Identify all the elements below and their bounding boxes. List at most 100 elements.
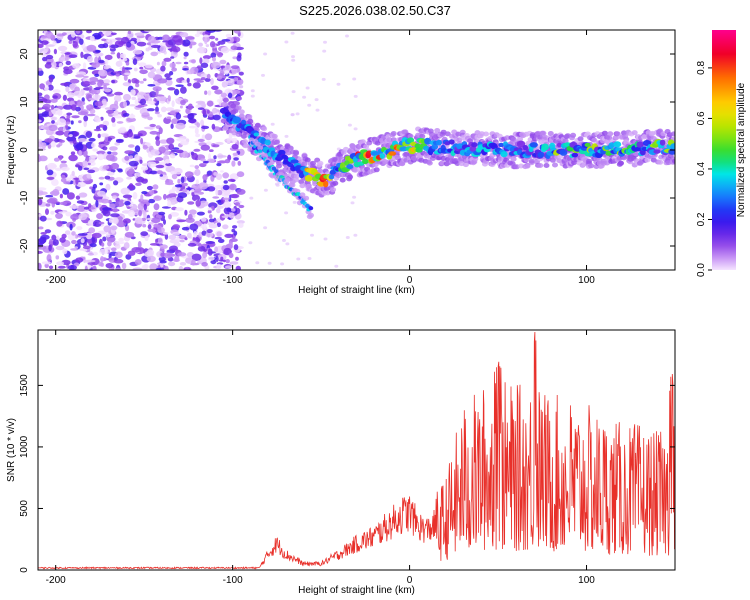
noise-cell bbox=[128, 183, 134, 190]
noise-cell bbox=[182, 68, 189, 71]
noise-cell bbox=[236, 55, 242, 62]
noise-cell bbox=[137, 133, 143, 137]
noise-cell bbox=[137, 202, 145, 211]
noise-cell bbox=[207, 210, 212, 214]
noise-cell bbox=[123, 100, 127, 108]
noise-cell bbox=[101, 98, 107, 105]
noise-cell bbox=[100, 256, 104, 263]
noise-cell bbox=[119, 199, 124, 203]
noise-cell bbox=[65, 86, 70, 93]
ridge-cell bbox=[264, 139, 271, 146]
noise-cell bbox=[124, 72, 131, 76]
noise-cell bbox=[167, 87, 176, 91]
noise-cell bbox=[38, 226, 44, 230]
noise-cell bbox=[280, 262, 285, 266]
noise-cell bbox=[152, 211, 159, 215]
noise-cell bbox=[128, 144, 135, 148]
branch-halo-cell bbox=[262, 154, 269, 159]
noise-cell bbox=[133, 67, 138, 72]
noise-cell bbox=[159, 244, 168, 249]
noise-cell bbox=[85, 131, 93, 138]
noise-cell bbox=[197, 245, 206, 252]
noise-cell bbox=[208, 218, 215, 223]
ridge-halo-cell bbox=[220, 92, 227, 98]
ridge-halo-cell bbox=[543, 163, 550, 168]
ridge-halo-cell bbox=[410, 155, 417, 161]
x-tick-label: 100 bbox=[578, 275, 595, 286]
noise-cell bbox=[76, 205, 86, 212]
noise-cell bbox=[353, 127, 358, 131]
noise-cell bbox=[58, 62, 63, 68]
noise-cell bbox=[111, 195, 118, 200]
noise-cell bbox=[87, 253, 95, 256]
noise-cell bbox=[98, 221, 105, 225]
noise-cell bbox=[345, 34, 349, 38]
noise-cell bbox=[110, 162, 120, 170]
noise-cell bbox=[122, 67, 133, 70]
noise-cell bbox=[92, 183, 98, 189]
noise-cell bbox=[215, 188, 219, 196]
noise-cell bbox=[206, 229, 213, 233]
noise-cell bbox=[175, 207, 184, 212]
noise-cell bbox=[263, 52, 268, 56]
noise-cell bbox=[194, 169, 201, 176]
noise-cell bbox=[169, 245, 178, 252]
noise-cell bbox=[68, 154, 78, 162]
noise-cell bbox=[323, 237, 328, 241]
noise-cell bbox=[59, 193, 64, 199]
ridge-halo-cell bbox=[332, 180, 339, 186]
y-tick-label: 1000 bbox=[19, 435, 30, 458]
noise-cell bbox=[52, 40, 57, 46]
noise-cell bbox=[110, 225, 118, 231]
ridge-halo-cell bbox=[467, 138, 474, 144]
noise-cell bbox=[202, 174, 208, 181]
ridge-cell bbox=[516, 140, 526, 148]
ridge-cell bbox=[659, 139, 666, 146]
noise-cell bbox=[353, 94, 358, 98]
noise-cell bbox=[321, 77, 326, 81]
ridge-cell bbox=[537, 151, 545, 158]
branch-halo-cell bbox=[284, 177, 291, 183]
noise-cell bbox=[138, 210, 143, 217]
noise-cell bbox=[144, 95, 149, 101]
colorbar-tick-label: 0.8 bbox=[696, 61, 707, 75]
noise-cell bbox=[216, 222, 221, 228]
ridge-cell bbox=[584, 142, 591, 147]
ridge-halo-cell bbox=[617, 160, 624, 166]
chart-title: S225.2026.038.02.50.C37 bbox=[299, 3, 451, 18]
y-tick-label: -20 bbox=[19, 238, 30, 253]
noise-cell bbox=[38, 141, 44, 148]
noise-cell bbox=[108, 219, 114, 223]
noise-cell bbox=[291, 90, 296, 94]
y-tick-label: 0 bbox=[19, 147, 30, 153]
noise-cell bbox=[143, 203, 147, 211]
noise-cell bbox=[177, 178, 181, 184]
noise-cell bbox=[206, 109, 210, 114]
noise-cell bbox=[165, 165, 176, 173]
noise-cell bbox=[147, 228, 156, 232]
noise-cell bbox=[52, 189, 60, 196]
noise-cell bbox=[117, 127, 127, 134]
noise-cell bbox=[222, 172, 230, 179]
noise-cell bbox=[94, 73, 100, 77]
noise-cell bbox=[307, 103, 312, 107]
ridge-halo-cell bbox=[537, 163, 544, 168]
noise-cell bbox=[173, 167, 183, 175]
ridge-cell bbox=[362, 158, 369, 165]
ridge-halo-cell bbox=[577, 136, 584, 142]
noise-cell bbox=[220, 170, 224, 173]
noise-cell bbox=[156, 170, 163, 175]
noise-cell bbox=[162, 34, 170, 42]
noise-cell bbox=[42, 56, 48, 62]
noise-cell bbox=[146, 217, 153, 221]
noise-cell bbox=[139, 80, 144, 84]
noise-cell bbox=[176, 138, 186, 142]
noise-cell bbox=[49, 239, 53, 245]
noise-cell bbox=[164, 73, 171, 78]
noise-cell bbox=[65, 211, 72, 217]
noise-cell bbox=[193, 231, 198, 238]
noise-cell bbox=[237, 160, 242, 166]
noise-cell bbox=[41, 35, 47, 39]
noise-cell bbox=[180, 99, 186, 106]
